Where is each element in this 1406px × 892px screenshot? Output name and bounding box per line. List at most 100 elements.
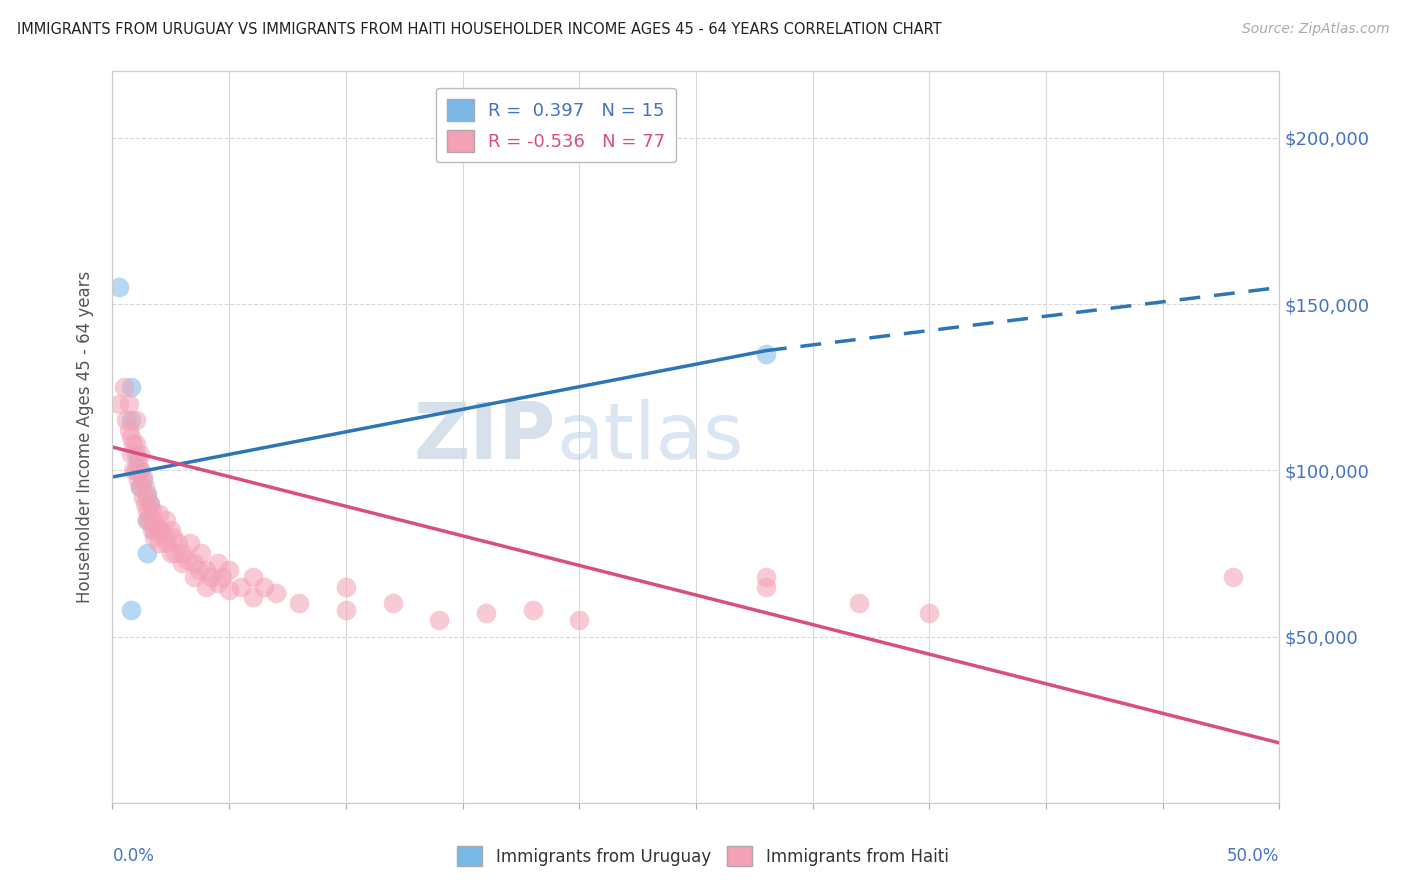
Point: [183, 557, 205, 571]
Point: [132, 473, 155, 487]
Point: [143, 523, 166, 537]
Point: [141, 523, 163, 537]
Point: [848, 596, 870, 610]
Point: [108, 397, 131, 411]
Point: [136, 513, 159, 527]
Point: [112, 380, 135, 394]
Point: [200, 570, 222, 584]
Point: [166, 536, 188, 550]
Point: [129, 480, 152, 494]
Point: [335, 580, 357, 594]
Point: [120, 413, 142, 427]
Point: [211, 570, 233, 584]
Point: [165, 546, 187, 560]
Point: [335, 603, 357, 617]
Point: [115, 413, 138, 427]
Point: [172, 557, 194, 571]
Point: [143, 513, 166, 527]
Point: [1222, 570, 1244, 584]
Point: [136, 503, 159, 517]
Point: [187, 563, 209, 577]
Point: [242, 590, 264, 604]
Point: [129, 463, 152, 477]
Point: [125, 463, 148, 477]
Point: [194, 580, 217, 594]
Point: [108, 280, 131, 294]
Point: [139, 497, 162, 511]
Point: [427, 613, 450, 627]
Point: [179, 536, 201, 550]
Point: [122, 436, 145, 450]
Point: [229, 580, 252, 594]
Point: [134, 480, 156, 494]
Point: [218, 563, 240, 577]
Point: [475, 607, 498, 621]
Point: [139, 497, 162, 511]
Point: [755, 570, 778, 584]
Point: [136, 490, 159, 504]
Legend: R =  0.397   N = 15, R = -0.536   N = 77: R = 0.397 N = 15, R = -0.536 N = 77: [436, 87, 676, 162]
Point: [190, 546, 212, 560]
Point: [120, 430, 142, 444]
Point: [120, 447, 142, 461]
Point: [129, 480, 152, 494]
Point: [127, 473, 149, 487]
Point: [242, 570, 264, 584]
Legend: Immigrants from Uruguay, Immigrants from Haiti: Immigrants from Uruguay, Immigrants from…: [451, 839, 955, 873]
Point: [148, 536, 170, 550]
Y-axis label: Householder Income Ages 45 - 64 years: Householder Income Ages 45 - 64 years: [76, 271, 94, 603]
Point: [253, 580, 276, 594]
Point: [120, 603, 142, 617]
Point: [136, 486, 159, 500]
Point: [183, 570, 205, 584]
Text: 0.0%: 0.0%: [112, 847, 155, 864]
Point: [218, 582, 240, 597]
Point: [522, 603, 544, 617]
Point: [120, 380, 142, 394]
Point: [146, 520, 169, 534]
Point: [176, 553, 198, 567]
Point: [118, 424, 141, 438]
Point: [288, 596, 311, 610]
Point: [755, 580, 778, 594]
Point: [568, 613, 591, 627]
Point: [194, 563, 217, 577]
Point: [125, 447, 148, 461]
Point: [136, 546, 159, 560]
Text: ZIP: ZIP: [413, 399, 555, 475]
Point: [153, 530, 176, 544]
Point: [148, 507, 170, 521]
Point: [125, 436, 148, 450]
Point: [132, 490, 155, 504]
Point: [162, 530, 184, 544]
Point: [160, 546, 183, 560]
Point: [129, 463, 152, 477]
Point: [125, 463, 148, 477]
Point: [148, 523, 170, 537]
Text: atlas: atlas: [555, 399, 744, 475]
Point: [141, 503, 163, 517]
Point: [134, 497, 156, 511]
Point: [129, 447, 152, 461]
Point: [207, 557, 229, 571]
Point: [132, 470, 155, 484]
Point: [122, 463, 145, 477]
Point: [150, 523, 173, 537]
Point: [755, 347, 778, 361]
Point: [172, 546, 194, 560]
Point: [918, 607, 941, 621]
Point: [136, 513, 159, 527]
Point: [207, 576, 229, 591]
Text: 50.0%: 50.0%: [1227, 847, 1279, 864]
Point: [125, 413, 148, 427]
Point: [160, 523, 183, 537]
Point: [127, 453, 149, 467]
Point: [155, 513, 177, 527]
Point: [155, 536, 177, 550]
Point: [118, 397, 141, 411]
Text: IMMIGRANTS FROM URUGUAY VS IMMIGRANTS FROM HAITI HOUSEHOLDER INCOME AGES 45 - 64: IMMIGRANTS FROM URUGUAY VS IMMIGRANTS FR…: [17, 22, 942, 37]
Point: [264, 586, 287, 600]
Text: Source: ZipAtlas.com: Source: ZipAtlas.com: [1241, 22, 1389, 37]
Point: [143, 530, 166, 544]
Point: [139, 513, 162, 527]
